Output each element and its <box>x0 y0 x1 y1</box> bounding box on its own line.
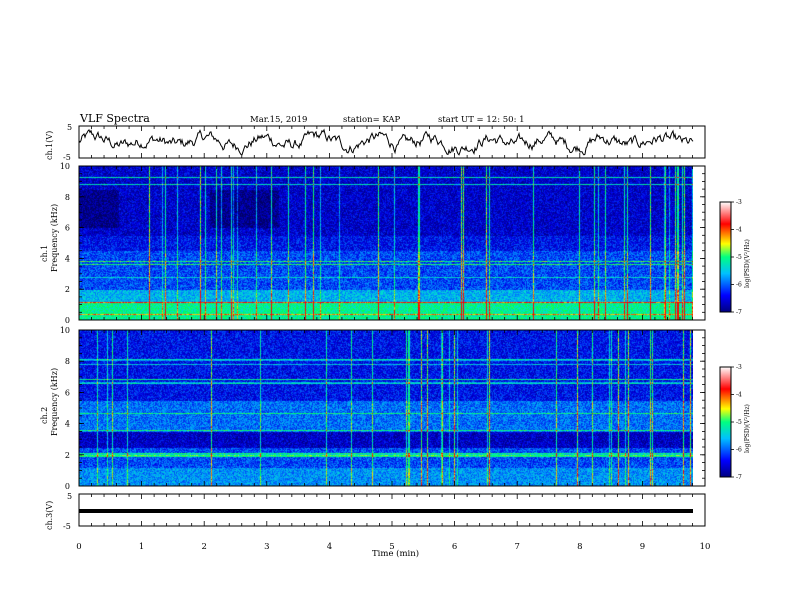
ch2-spec-ylabel-1: ch.2 <box>40 407 49 424</box>
ch2-spec-ytick-label: 10 <box>60 326 70 335</box>
ch2-spectrogram-panel: 0 2 4 6 8 10 ch.2 Frequency (kHz) <box>40 326 706 491</box>
ch1-spec-ytick-label: 6 <box>65 224 70 233</box>
x-tick-label: 0 <box>76 542 81 552</box>
x-tick-label: 3 <box>264 542 269 552</box>
x-tick-label: 5 <box>389 542 394 552</box>
ch1-ytick-bottom: -5 <box>63 153 71 162</box>
ch2-colorbar-gradient <box>720 367 731 477</box>
ch1-spec-ylabel-1: ch.1 <box>40 245 49 262</box>
x-tick-label: 9 <box>640 542 645 552</box>
ch2-colorbar-tick-label: -5 <box>736 419 742 426</box>
ch2-colorbar-tick-label: -3 <box>736 364 742 371</box>
x-tick-label: 2 <box>201 542 206 552</box>
x-tick-label: 1 <box>139 542 144 552</box>
ch2-colorbar-tick-label: -6 <box>736 447 742 454</box>
ch2-spec-ytick-label: 2 <box>65 451 70 460</box>
ch1-colorbar-tick-label: -4 <box>736 227 742 234</box>
ch1-spec-ytick-label: 4 <box>65 254 70 263</box>
date-label: Mar.15, 2019 <box>250 115 307 125</box>
ch3-ylabel: ch.3(V) <box>45 501 54 530</box>
ch2-colorbar-tick-label: -4 <box>736 392 742 399</box>
ch2-spec-ytick-label: 8 <box>65 357 70 366</box>
ch1-ytick-top: 5 <box>67 123 72 132</box>
ch1-spec-ytick-label: 10 <box>60 162 70 171</box>
ch3-panel: 5 -5 ch.3(V) <box>45 492 706 531</box>
ch1-colorbar: -3 -4 -5 -6 -7 log(PSD)(V²/Hz) <box>719 199 751 316</box>
ch1-ylabel: ch.1(V) <box>45 131 54 160</box>
ch3-flat-line <box>79 509 693 513</box>
x-tick-label: 4 <box>327 542 332 552</box>
figure-title: VLF Spectra <box>79 112 150 125</box>
ch3-ytick-top: 5 <box>67 492 72 501</box>
x-tick-label: 6 <box>452 542 457 552</box>
ch2-spec-ylabel-2: Frequency (kHz) <box>50 368 59 436</box>
ch1-waveform-panel: 5 -5 ch.1(V) <box>45 123 706 162</box>
station-label: station= KAP <box>343 115 401 125</box>
ch1-spec-ytick-label: 0 <box>65 316 70 325</box>
ch2-colorbar: -3 -4 -5 -6 -7 log(PSD)(V²/Hz) <box>719 364 751 481</box>
ch1-waveform-line <box>78 128 694 156</box>
ch1-colorbar-tick-label: -6 <box>736 282 742 289</box>
ch2-colorbar-label: log(PSD)(V²/Hz) <box>744 404 751 453</box>
ch1-spec-ytick-label: 8 <box>65 193 70 202</box>
ch1-colorbar-gradient <box>720 202 731 312</box>
ch1-spec-ylabel-2: Frequency (kHz) <box>50 204 59 272</box>
ch2-spec-ytick-label: 4 <box>65 420 70 429</box>
ch1-colorbar-tick-label: -7 <box>736 309 742 316</box>
x-tick-label: 8 <box>577 542 582 552</box>
ch1-colorbar-label: log(PSD)(V²/Hz) <box>744 239 751 288</box>
start-time-label: start UT = 12: 50: 1 <box>438 115 525 125</box>
ch1-spectrogram-image <box>79 166 693 320</box>
ch1-colorbar-tick-label: -5 <box>736 254 742 261</box>
ch1-spectrogram-panel: 0 2 4 6 8 10 ch.1 Frequency (kHz) <box>40 162 706 325</box>
ch2-colorbar-tick-label: -7 <box>736 474 742 481</box>
x-axis-label: Time (min) <box>372 548 419 559</box>
ch2-spectrogram-image <box>79 330 693 486</box>
ch2-spec-ytick-label: 6 <box>65 388 70 397</box>
x-tick-label: 7 <box>514 542 519 552</box>
ch2-spec-ytick-label: 0 <box>65 482 70 491</box>
ch1-colorbar-tick-label: -3 <box>736 199 742 206</box>
ch3-ytick-bottom: -5 <box>63 522 71 531</box>
x-tick-label: 10 <box>700 542 711 552</box>
ch1-spec-ytick-label: 2 <box>65 285 70 294</box>
